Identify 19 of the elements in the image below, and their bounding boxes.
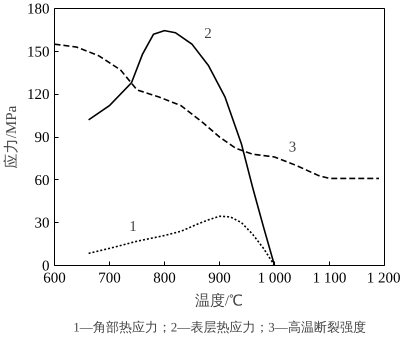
- x-tick-label: 1 200: [366, 270, 400, 286]
- series-label: 2: [204, 26, 212, 42]
- series-label: 3: [288, 140, 296, 156]
- x-tick-label: 700: [98, 270, 121, 286]
- x-axis-title: 温度/℃: [194, 292, 244, 310]
- x-tick-label: 800: [153, 270, 176, 286]
- y-axis-title: 应力/MPa: [3, 105, 20, 168]
- y-tick-label: 30: [34, 216, 50, 232]
- x-tick-label: 1 000: [258, 270, 292, 286]
- series-label: 1: [129, 219, 137, 236]
- x-tick-label: 600: [43, 270, 66, 286]
- y-tick-label: 90: [34, 130, 50, 146]
- y-tick-label: 180: [27, 2, 50, 18]
- x-tick-label: 900: [208, 270, 231, 286]
- y-tick-label: 150: [27, 44, 50, 60]
- text: 1—角部热应力；2—表层热应力；3—高温断裂强度: [73, 320, 366, 334]
- y-tick-label: 120: [27, 87, 50, 104]
- x-tick-label: 1 100: [312, 270, 346, 286]
- y-tick-label: 60: [34, 172, 50, 189]
